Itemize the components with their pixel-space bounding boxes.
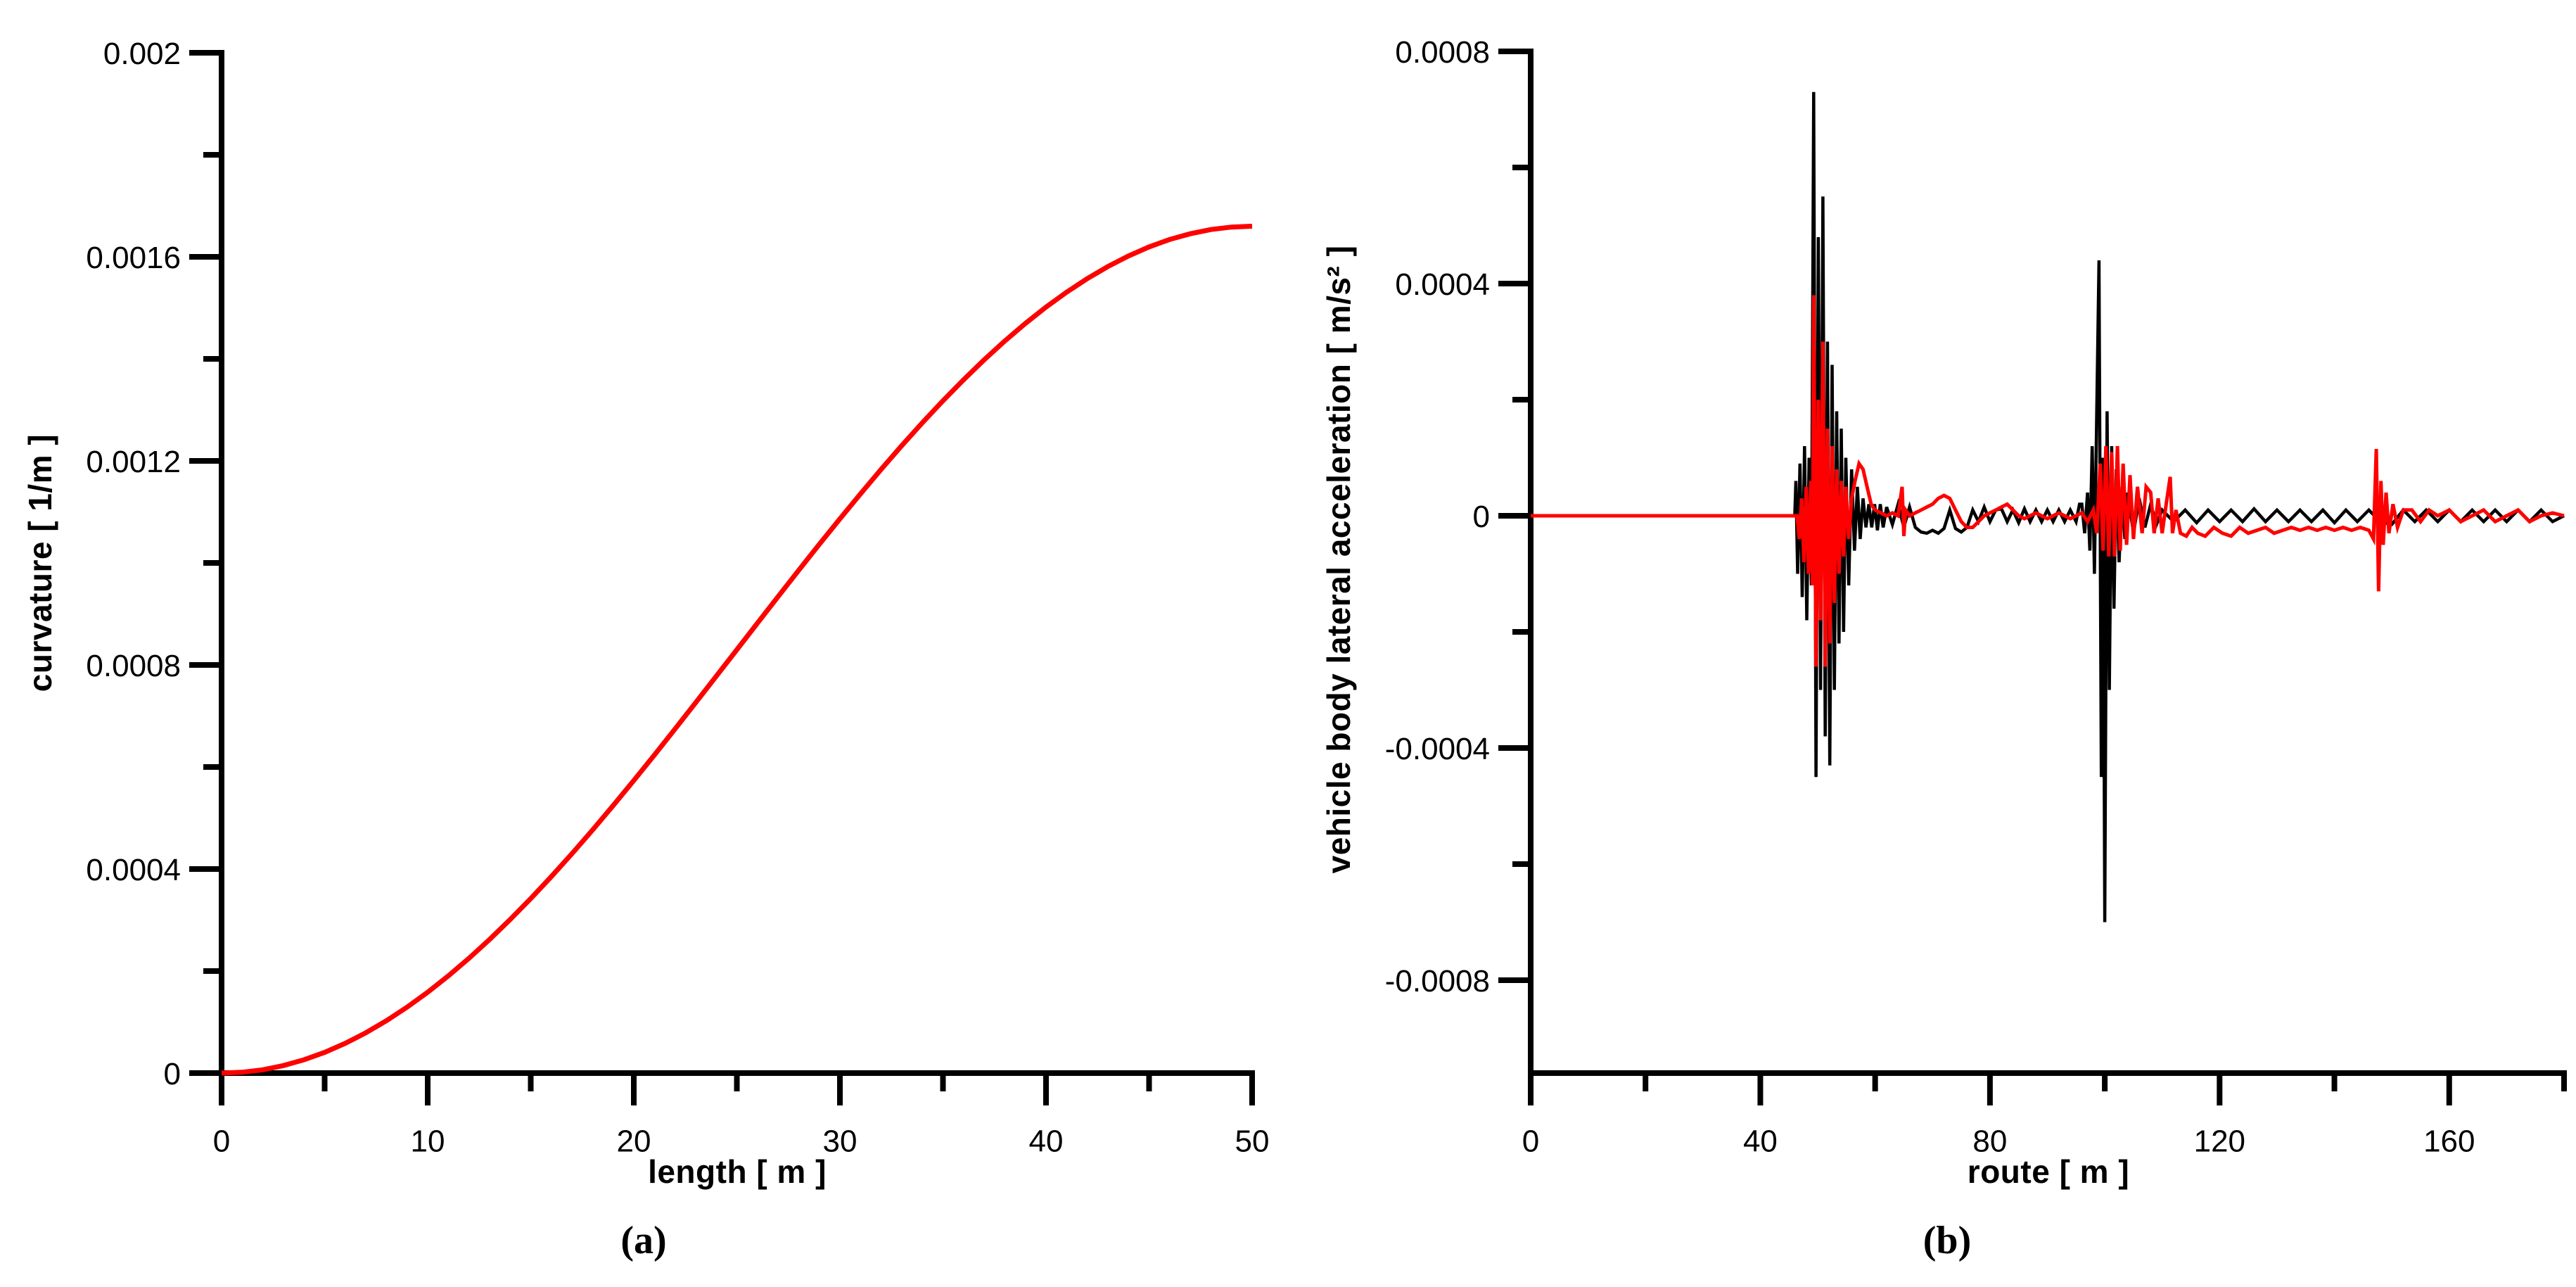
y-tick-label: 0 — [164, 1057, 181, 1091]
chart-a-caption: (a) — [620, 1219, 667, 1262]
chart-b-y-axis-title: vehicle body lateral acceleration [ m/s²… — [1320, 245, 1357, 874]
y-tick-label: -0.0008 — [1385, 964, 1490, 998]
chart-b: 0 40 80 120 160 -0.0008 -0.0004 0 0.0004 0.0008 — [1385, 35, 2567, 1158]
x-tick-label: 10 — [411, 1124, 445, 1158]
series-black-signal — [1531, 91, 2565, 923]
x-tick-label: 80 — [1972, 1124, 2007, 1158]
y-tick-label: 0.0008 — [1395, 35, 1490, 70]
x-tick-label: 50 — [1235, 1124, 1270, 1158]
chart-b-caption: (b) — [1923, 1219, 1972, 1262]
y-tick-label: 0.0012 — [86, 445, 181, 479]
chart-b-x-axis-title: route [ m ] — [1967, 1153, 2130, 1190]
x-tick-label: 120 — [2194, 1124, 2245, 1158]
y-tick-label: 0.0016 — [86, 241, 181, 275]
x-tick-label: 0 — [213, 1124, 230, 1158]
chart-a-y-axis-title: curvature [ 1/m ] — [22, 433, 58, 692]
chart-a: 0 10 20 30 40 50 0 0.0004 0.0008 0.0012 0.0016 0.00… — [86, 37, 1269, 1158]
x-tick-label: 30 — [823, 1124, 857, 1158]
chart-a-x-axis-title: length [ m ] — [648, 1153, 827, 1190]
x-tick-label: 40 — [1743, 1124, 1778, 1158]
series-curvature — [221, 224, 1253, 1076]
y-tick-label: 0.002 — [103, 37, 181, 71]
series-red-signal — [1531, 295, 2565, 667]
axes-a — [219, 50, 1255, 1076]
y-tick-label: 0.0004 — [1395, 267, 1490, 302]
x-tick-label: 40 — [1029, 1124, 1064, 1158]
x-tick-label: 160 — [2423, 1124, 2475, 1158]
y-tick-label: 0 — [1473, 500, 1490, 534]
x-tick-label: 20 — [617, 1124, 651, 1158]
y-tick-label: -0.0004 — [1385, 732, 1490, 766]
y-tick-label: 0.0004 — [86, 853, 181, 887]
axes-b — [1528, 49, 2567, 1076]
y-tick-label: 0.0008 — [86, 649, 181, 683]
x-tick-label: 0 — [1522, 1124, 1539, 1158]
